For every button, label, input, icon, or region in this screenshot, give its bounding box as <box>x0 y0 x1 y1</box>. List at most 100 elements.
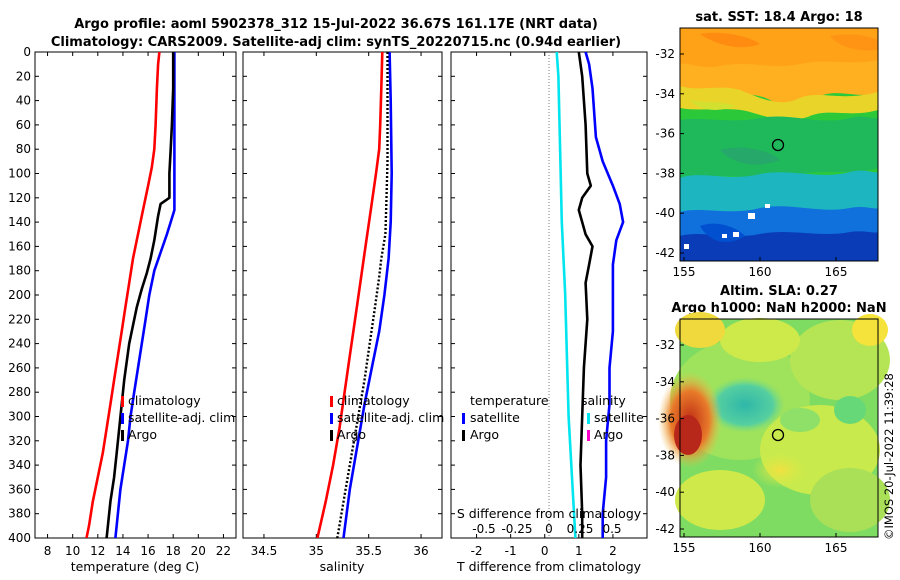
xtick-label: 35.5 <box>355 544 382 558</box>
depth-tick-labels: 0 20 40 60 80 100 120 140 160 180 200 220 240 260 280 3… <box>8 45 236 545</box>
legend-label-s-satellite: satellite <box>594 410 644 425</box>
salinity-series <box>316 52 394 538</box>
ytick-label: 400 <box>8 531 31 545</box>
sst-map-title: sat. SST: 18.4 Argo: 18 <box>695 10 862 25</box>
series-line-satellite-adj-clim <box>114 52 176 538</box>
xtick-label: 34.5 <box>251 544 278 558</box>
xtick-label: 16 <box>140 544 155 558</box>
sla-map-title-line2: Argo h1000: NaN h2000: NaN <box>671 301 886 316</box>
s-xtick-label: 0.5 <box>602 522 621 536</box>
xtick-label: 12 <box>90 544 105 558</box>
map-ytick-label: -40 <box>655 206 675 220</box>
difference-legend: temperature satellite Argo salinity sate… <box>462 393 644 442</box>
legend-marker-t-argo <box>462 430 465 441</box>
sst-map-panel: sat. SST: 18.4 Argo: 18 <box>655 10 879 279</box>
map-ytick-label: -42 <box>655 522 675 536</box>
ytick-label: 100 <box>8 167 31 181</box>
ytick-label: 260 <box>8 361 31 375</box>
sla-map-ticks: 155 160 165 -32 -34 -36 -38 -40 -42 <box>655 338 847 555</box>
legend-label-satellite: satellite-adj. clim <box>337 410 444 425</box>
map-ytick-label: -34 <box>655 375 675 389</box>
series-line-s-satellite <box>555 52 577 538</box>
map-xtick-label: 160 <box>749 265 772 279</box>
legend-marker-climatology <box>121 396 124 407</box>
s-xtick-label: -0.5 <box>472 522 495 536</box>
legend-label-climatology: climatology <box>337 393 410 408</box>
legend-label-argo: Argo <box>128 427 157 442</box>
ytick-label: 20 <box>16 69 31 83</box>
ytick-label: 380 <box>8 507 31 521</box>
sla-argo-marker <box>771 428 785 442</box>
map-xtick-label: 160 <box>749 541 772 555</box>
legend-marker-satellite <box>121 413 124 424</box>
temperature-xlabel: temperature (deg C) <box>71 559 200 574</box>
map-ytick-label: -40 <box>655 485 675 499</box>
ytick-label: 340 <box>8 458 31 472</box>
salinity-panel: 34.5 35 35.5 36 salinity climatology satell… <box>242 51 444 574</box>
series-line-t-satellite <box>584 52 625 538</box>
xtick-label: 14 <box>115 544 130 558</box>
salinity-legend: climatology satellite-adj. clim Argo <box>330 393 444 442</box>
t-diff-xlabel: T difference from climatology <box>456 559 642 574</box>
map-xtick-label: 155 <box>673 541 696 555</box>
ytick-label: 0 <box>23 45 31 59</box>
legend-marker-argo <box>121 430 124 441</box>
map-ytick-label: -32 <box>655 338 675 352</box>
sla-map-image <box>658 312 890 537</box>
series-line-climatology <box>85 52 161 538</box>
legend-label-t-argo: Argo <box>470 427 499 442</box>
s-diff-tick-labels: -0.5 -0.25 0 0.25 0.5 <box>472 522 621 536</box>
series-line-climatology <box>316 52 384 538</box>
map-ytick-label: -38 <box>655 166 675 180</box>
difference-tick-marks <box>451 51 647 539</box>
legend-marker-t-satellite <box>462 413 465 424</box>
legend-marker-s-argo <box>587 430 590 441</box>
map-ytick-label: -34 <box>655 87 675 101</box>
map-xtick-label: 155 <box>673 265 696 279</box>
t-diff-tick-labels: -2 -1 0 1 2 <box>471 52 617 558</box>
map-ytick-label: -36 <box>655 412 675 426</box>
ytick-label: 320 <box>8 434 31 448</box>
temperature-legend: climatology satellite-adj. clim Argo <box>121 393 235 442</box>
legend-label-s-argo: Argo <box>594 427 623 442</box>
legend-marker-climatology <box>330 396 333 407</box>
sst-map-image <box>680 28 878 261</box>
ytick-label: 200 <box>8 288 31 302</box>
figure-title-line2: Climatology: CARS2009. Satellite-adj cli… <box>51 35 621 50</box>
legend-label-argo: Argo <box>337 427 366 442</box>
xtick-label: 2 <box>609 544 617 558</box>
ytick-label: 160 <box>8 239 31 253</box>
map-xtick-label: 165 <box>825 541 848 555</box>
xtick-label: 8 <box>44 544 52 558</box>
sst-map-frame <box>679 27 879 262</box>
salinity-axes-box <box>242 51 443 539</box>
ytick-label: 140 <box>8 215 31 229</box>
salinity-ytick-marks <box>243 51 442 539</box>
ytick-label: 240 <box>8 337 31 351</box>
temperature-tick-labels: 8 10 12 14 16 18 20 22 <box>44 52 231 558</box>
series-line-argo <box>105 52 175 538</box>
legend-title-temperature: temperature <box>470 393 549 408</box>
legend-label-climatology: climatology <box>128 393 201 408</box>
legend-marker-argo <box>330 430 333 441</box>
salinity-tick-labels: 34.5 35 35.5 36 <box>251 52 429 558</box>
legend-label-t-satellite: satellite <box>470 410 520 425</box>
xtick-label: 10 <box>65 544 80 558</box>
map-ytick-label: -32 <box>655 47 675 61</box>
legend-label-satellite: satellite-adj. clim <box>128 410 235 425</box>
s-xtick-label: 0 <box>545 522 553 536</box>
xtick-label: 36 <box>413 544 428 558</box>
xtick-label: 22 <box>216 544 231 558</box>
ytick-label: 80 <box>16 142 31 156</box>
sst-map-ticks: 155 160 165 -32 -34 -36 -38 -40 -42 <box>655 47 847 279</box>
s-xtick-label: -0.25 <box>501 522 532 536</box>
temperature-series <box>85 52 176 538</box>
ytick-label: 300 <box>8 410 31 424</box>
map-ytick-label: -38 <box>655 448 675 462</box>
xtick-label: -2 <box>471 544 483 558</box>
series-line-argo <box>336 52 389 538</box>
s-diff-xlabel: S difference from climatology <box>457 506 642 521</box>
imos-watermark: ©IMOS 20-Jul-2022 11:39:28 <box>882 373 896 540</box>
ytick-label: 60 <box>16 118 31 132</box>
